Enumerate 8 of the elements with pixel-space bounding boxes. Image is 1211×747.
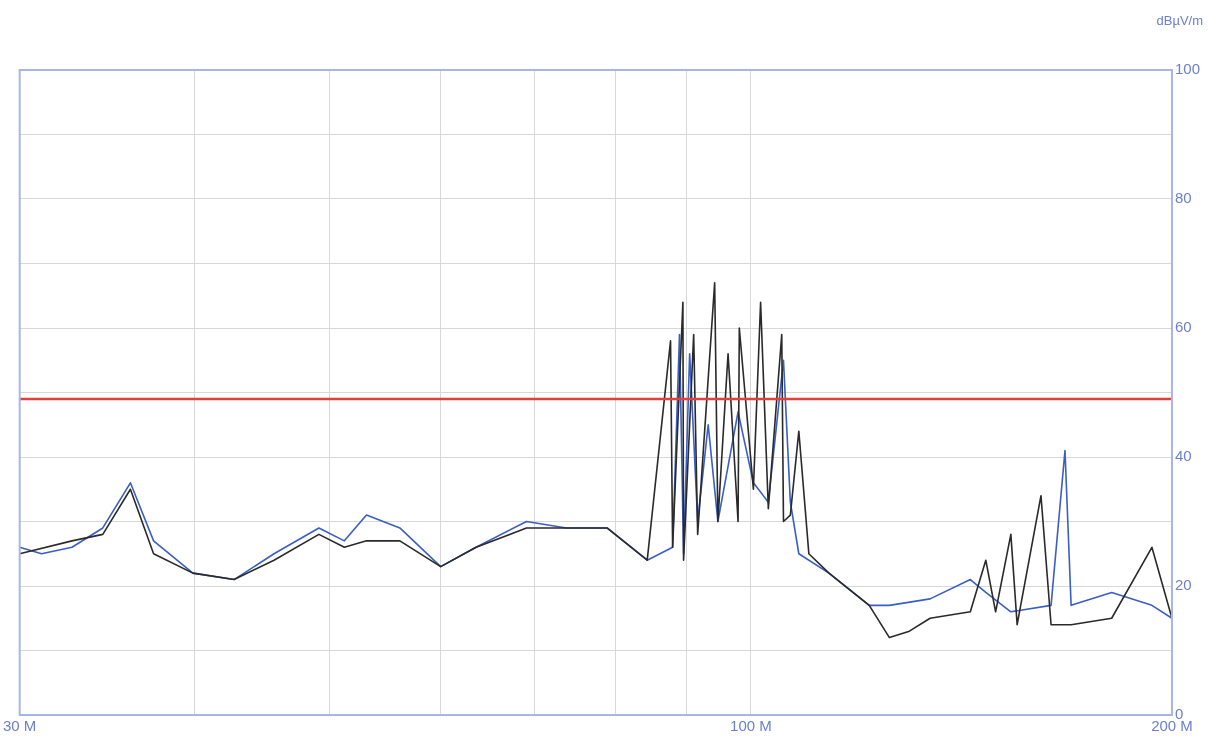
x-tick-label: 100 M <box>730 717 772 735</box>
y-axis-title: dBµV/m <box>1156 13 1203 29</box>
y-tick-label: 40 <box>1174 447 1192 465</box>
x-tick-label: 30 M <box>2 717 37 735</box>
y-tick-label: 80 <box>1174 189 1192 207</box>
y-tick-label: 100 <box>1174 60 1200 78</box>
y-tick-label: 60 <box>1174 318 1192 336</box>
y-tick-label: 20 <box>1174 576 1192 594</box>
